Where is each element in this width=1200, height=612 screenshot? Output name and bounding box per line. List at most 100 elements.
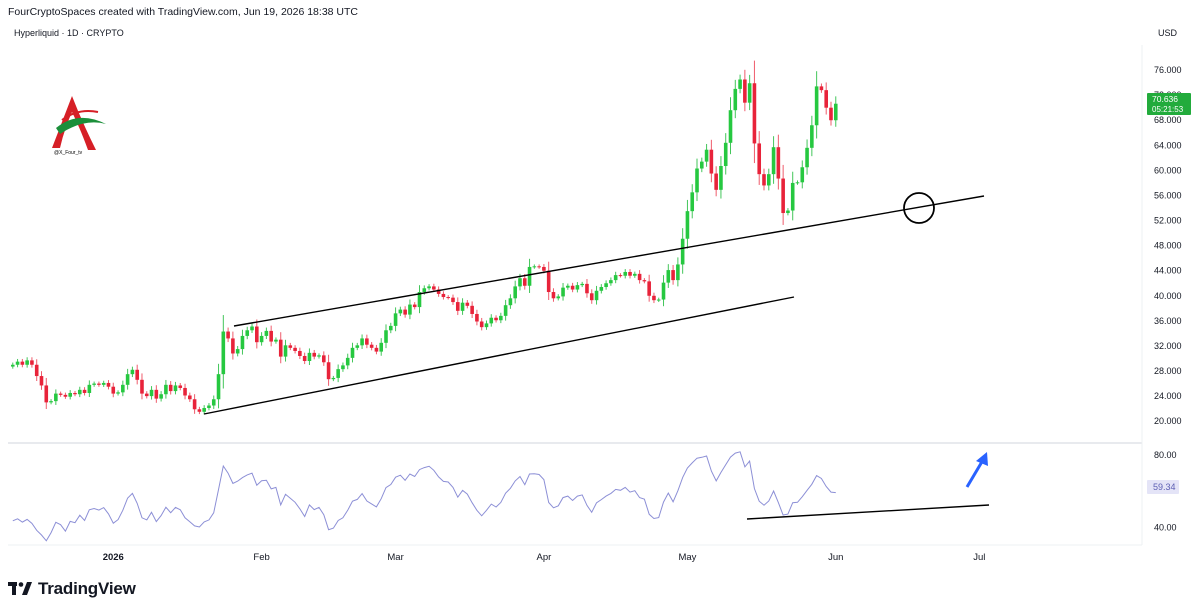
candle-body — [183, 387, 187, 396]
candle-body — [116, 392, 120, 394]
last-price-badge: 70.636 05:21:53 — [1147, 93, 1191, 115]
channel-lower-line — [203, 296, 795, 415]
price-tick-label: 48.000 — [1154, 241, 1182, 251]
price-tick-label: 28.000 — [1154, 366, 1182, 376]
candle-body — [269, 330, 273, 342]
candle-body — [460, 302, 465, 311]
candle-body — [422, 288, 427, 293]
candle-body — [264, 330, 269, 336]
candle-body — [379, 342, 384, 352]
candle-body — [25, 360, 29, 365]
candle-body — [388, 325, 393, 331]
candle-body — [432, 286, 436, 290]
candle-body — [341, 365, 345, 370]
candle-body — [140, 379, 144, 394]
candle-body — [63, 394, 68, 397]
candle-body — [479, 321, 484, 328]
candle-body — [255, 326, 259, 343]
rsi-axis: 80.00 40.00 — [1154, 450, 1177, 533]
candle-body — [570, 285, 575, 290]
candle-body — [604, 283, 608, 288]
candle-body — [680, 238, 685, 265]
candle-body — [747, 83, 752, 103]
time-axis[interactable]: 2026 Feb Mar Apr May Jun Jul — [103, 552, 986, 563]
candle-body — [20, 361, 25, 365]
tradingview-brand[interactable]: TradingView — [8, 579, 136, 599]
candle-body — [58, 393, 63, 395]
candle-body — [288, 345, 293, 348]
candle-body — [312, 352, 317, 357]
candle-body — [302, 355, 307, 361]
candle-body — [240, 335, 245, 350]
candle-body — [786, 210, 790, 214]
candle-body — [44, 385, 49, 403]
candle-body — [781, 178, 785, 214]
bar-countdown: 05:21:53 — [1152, 105, 1184, 114]
candle-body — [283, 345, 288, 357]
candle-body — [522, 278, 527, 286]
candle-body — [111, 386, 116, 394]
candle-body — [618, 275, 623, 277]
candle-body — [54, 393, 58, 402]
candle-body — [49, 401, 53, 403]
candle-body — [666, 270, 671, 283]
candle-body — [829, 107, 833, 121]
candle-body — [647, 281, 651, 296]
candle-body — [704, 149, 709, 162]
candle-body — [676, 264, 680, 281]
candle-body — [814, 86, 819, 126]
candle-body — [192, 399, 197, 410]
symbol-title[interactable]: Hyperliquid · 1D · CRYPTO — [14, 28, 124, 38]
candle-body — [211, 399, 216, 406]
price-tick-label: 36.000 — [1154, 316, 1182, 326]
retest-circle — [903, 192, 935, 224]
price-tick-label: 60.000 — [1154, 165, 1182, 175]
time-tick-label: Apr — [537, 552, 552, 563]
candle-body — [77, 389, 82, 395]
candle-body — [652, 295, 656, 301]
candle-body — [475, 313, 479, 322]
candle-body — [628, 271, 632, 276]
candle-body — [10, 364, 15, 367]
candle-body — [575, 285, 580, 290]
candle-body — [144, 393, 149, 397]
candle-body — [92, 383, 96, 385]
candle-body — [752, 83, 757, 144]
candle-body — [441, 293, 446, 298]
candle-body — [743, 79, 747, 103]
price-tick-label: 40.000 — [1154, 291, 1182, 301]
candle-body — [350, 347, 355, 358]
candle-body — [656, 299, 661, 301]
candle-body — [326, 362, 331, 380]
candle-body — [795, 182, 800, 184]
trendline-drawings[interactable] — [203, 192, 990, 520]
currency-label[interactable]: USD — [1158, 28, 1178, 38]
candle-body — [307, 352, 312, 361]
candle-body — [369, 344, 374, 348]
candle-body — [274, 339, 278, 342]
candle-body — [833, 103, 838, 121]
candle-body — [810, 125, 814, 148]
candle-body — [293, 347, 297, 351]
price-tick-label: 32.000 — [1154, 341, 1182, 351]
price-tick-label: 20.000 — [1154, 416, 1182, 426]
bullish-arrow — [965, 452, 988, 488]
candle-body — [298, 350, 302, 356]
candle-body — [757, 143, 762, 175]
candle-body — [709, 149, 714, 174]
candle-body — [250, 326, 254, 331]
author-logo: @X_Four_tv — [52, 96, 106, 156]
candle-body — [527, 266, 532, 286]
last-price-value: 70.636 — [1152, 94, 1178, 104]
price-tick-label: 68.000 — [1154, 115, 1182, 125]
candle-body — [245, 330, 250, 336]
rsi-support-line — [746, 504, 990, 520]
time-tick-label: Mar — [387, 552, 403, 563]
candle-body — [259, 335, 264, 343]
candle-body — [427, 286, 431, 289]
price-axis[interactable]: 76.00072.00068.00064.00060.00056.00052.0… — [1154, 65, 1182, 426]
candle-body — [197, 409, 202, 412]
time-tick-label: Jul — [973, 552, 985, 563]
candle-body — [776, 147, 781, 179]
